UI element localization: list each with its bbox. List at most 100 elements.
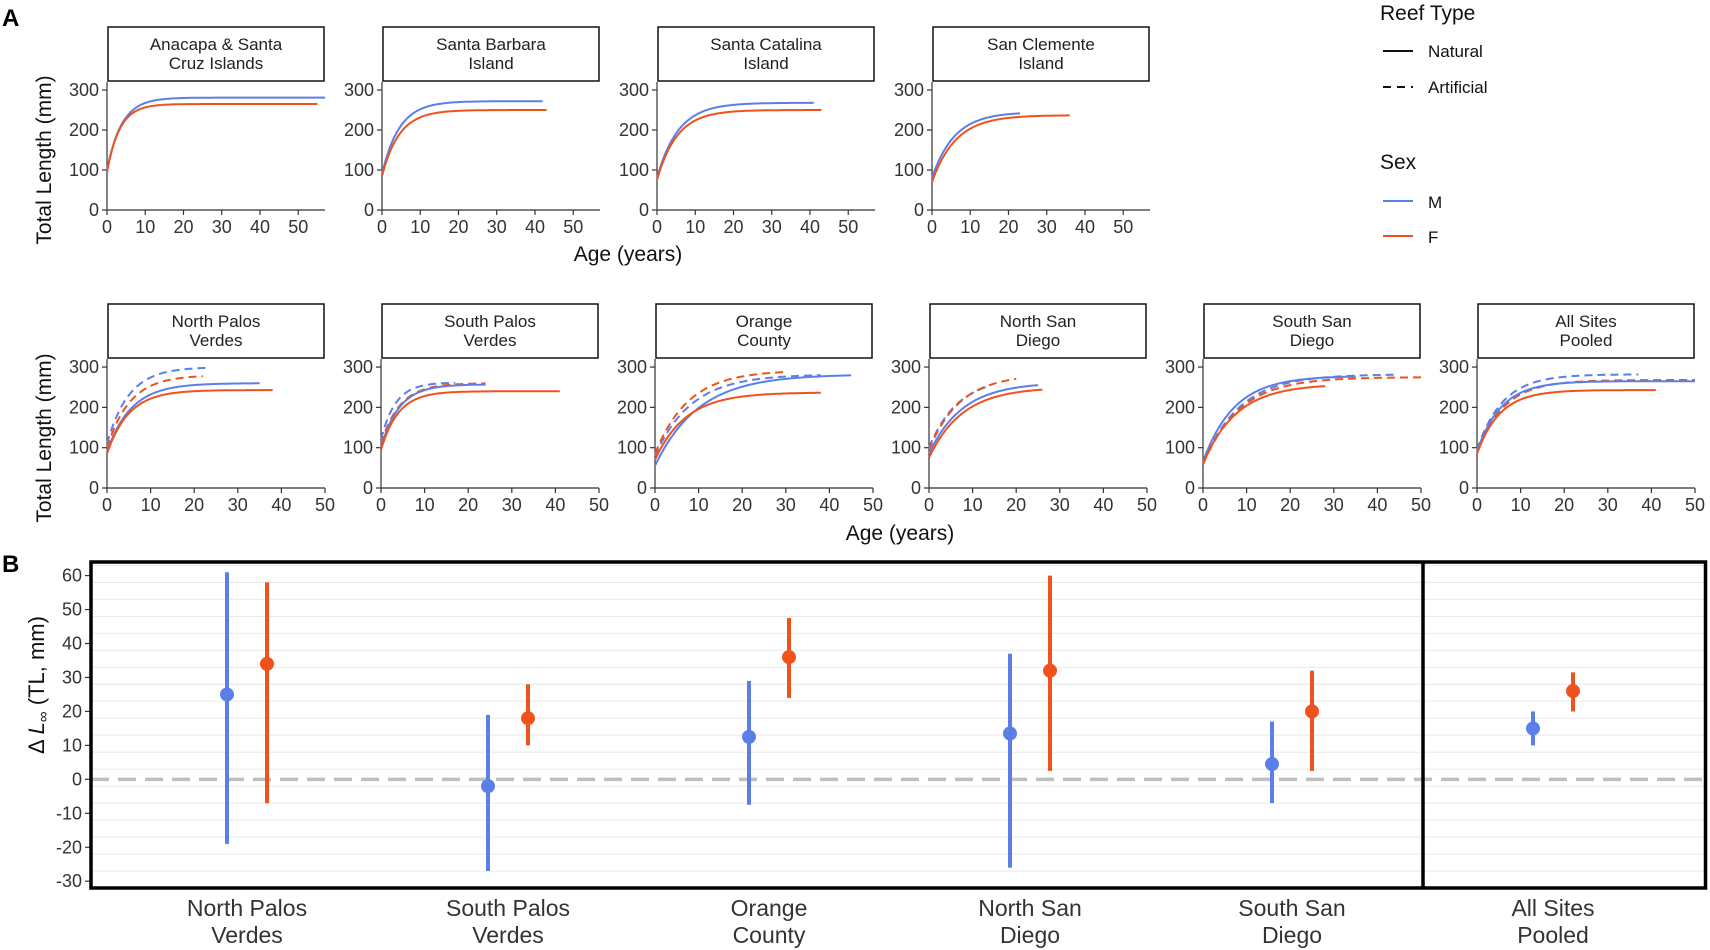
b-x-label-all-sites-pooled-line-1: All Sites xyxy=(1511,895,1594,921)
facet-all-sites-pooled-curve-f-artificial xyxy=(1476,379,1695,453)
facet-santa-barbara-island-x-tick-label: 40 xyxy=(525,217,545,237)
facet-orange-county-y-tick-label: 0 xyxy=(637,478,647,498)
facet-south-san-diego-x-tick-label: 0 xyxy=(1198,495,1208,515)
facet-santa-barbara-island-curve-f-natural xyxy=(381,109,547,177)
panel-b-label: B xyxy=(2,551,19,578)
facet-all-sites-pooled-x-tick-label: 40 xyxy=(1641,495,1661,515)
facet-north-san-diego-x-tick-label: 10 xyxy=(963,495,983,515)
facet-all-sites-pooled-x-tick-label: 20 xyxy=(1554,495,1574,515)
facet-north-palos-verdes-y-tick-label: 0 xyxy=(89,478,99,498)
facet-north-san-diego-y-tick-label: 100 xyxy=(891,438,921,458)
facet-south-palos-verdes-y-tick-label: 0 xyxy=(363,478,373,498)
b-x-label-north-palos-verdes-line-2: Verdes xyxy=(211,922,283,948)
facet-north-san-diego-curve-f-natural xyxy=(928,388,1043,459)
facet-all-sites-pooled-curve-f-natural xyxy=(1476,389,1656,455)
facet-santa-catalina-island-curve-f-natural xyxy=(656,109,822,181)
row2-y-axis-title: Total Length (mm) xyxy=(33,353,56,522)
facet-south-palos-verdes-strip-label-line-1: South Palos xyxy=(444,312,536,331)
facet-san-clemente-island-x-tick-label: 10 xyxy=(960,217,980,237)
point-orange-county-m xyxy=(742,729,756,744)
facet-south-san-diego-strip-label-line-1: South San xyxy=(1272,312,1351,331)
facet-san-clemente-island-y-tick-label: 100 xyxy=(894,160,924,180)
facet-san-clemente-island-x-tick-label: 0 xyxy=(927,217,937,237)
facet-south-san-diego-strip xyxy=(1203,303,1421,359)
facet-san-clemente-island-y-tick-label: 200 xyxy=(894,120,924,140)
facet-orange-county-x-tick-label: 20 xyxy=(732,495,752,515)
facet-santa-barbara-island-x-tick-label: 0 xyxy=(377,217,387,237)
facet-south-palos-verdes-x-tick-label: 40 xyxy=(545,495,565,515)
facet-north-san-diego-curve-m-natural xyxy=(928,384,1039,455)
facet-santa-barbara-island-strip-label-line-1: Santa Barbara xyxy=(436,35,546,54)
facet-all-sites-pooled-curve-m-natural xyxy=(1476,380,1695,453)
facet-santa-barbara-island-y-tick-label: 100 xyxy=(344,160,374,180)
facet-north-palos-verdes-x-tick-label: 40 xyxy=(271,495,291,515)
facet-north-palos-verdes-x-tick-label: 50 xyxy=(315,495,335,515)
facet-santa-catalina-island-curve-m-natural xyxy=(656,101,814,179)
facet-santa-catalina-island-y-tick-label: 100 xyxy=(619,160,649,180)
b-y-tick-label: 10 xyxy=(62,735,82,755)
facet-north-palos-verdes-y-tick-label: 200 xyxy=(69,397,99,417)
facet-santa-catalina-island-x-tick-label: 30 xyxy=(762,217,782,237)
b-y-tick-label: -10 xyxy=(56,803,82,823)
b-x-label-north-san-diego-line-1: North San xyxy=(978,895,1082,921)
facet-anacapa-santa-cruz-islands-strip-label-line-2: Cruz Islands xyxy=(169,54,263,73)
facet-south-san-diego-x-tick-label: 10 xyxy=(1237,495,1257,515)
facet-orange-county-curve-f-natural xyxy=(654,391,821,461)
facet-san-clemente-island-y-tick-label: 0 xyxy=(914,200,924,220)
b-x-label-south-san-diego-line-2: Diego xyxy=(1262,922,1322,948)
legend-reef-type-title: Reef Type xyxy=(1380,2,1475,25)
facet-south-san-diego-curve-f-natural xyxy=(1202,385,1326,465)
facet-south-palos-verdes-strip-label-line-2: Verdes xyxy=(464,331,517,350)
facet-anacapa-santa-cruz-islands-x-tick-label: 50 xyxy=(288,217,308,237)
b-x-label-south-san-diego-line-1: South San xyxy=(1238,895,1345,921)
facet-santa-barbara-island-y-tick-label: 200 xyxy=(344,120,374,140)
facet-north-san-diego-x-tick-label: 30 xyxy=(1050,495,1070,515)
facet-santa-catalina-island-x-tick-label: 0 xyxy=(652,217,662,237)
b-y-tick-label: 50 xyxy=(62,600,82,620)
row2-x-axis-title: Age (years) xyxy=(846,522,955,545)
facet-south-san-diego-curve-m-natural xyxy=(1202,375,1356,463)
facet-santa-catalina-island-strip-label-line-2: Island xyxy=(743,54,788,73)
facet-santa-barbara-island-y-tick-label: 300 xyxy=(344,80,374,100)
facet-all-sites-pooled-strip-label-line-2: Pooled xyxy=(1560,331,1613,350)
facet-santa-catalina-island-x-tick-label: 10 xyxy=(685,217,705,237)
b-x-label-orange-county-line-1: Orange xyxy=(731,895,808,921)
facet-anacapa-santa-cruz-islands-y-tick-label: 100 xyxy=(69,160,99,180)
facet-all-sites-pooled-y-tick-label: 300 xyxy=(1439,357,1469,377)
facet-anacapa-santa-cruz-islands-strip xyxy=(107,26,325,82)
facet-north-san-diego-y-tick-label: 300 xyxy=(891,357,921,377)
facet-anacapa-santa-cruz-islands-curve-m-natural xyxy=(106,96,325,171)
facet-all-sites-pooled-strip-label-line-1: All Sites xyxy=(1555,312,1616,331)
row1-y-axis-title: Total Length (mm) xyxy=(33,75,56,244)
facet-santa-barbara-island-strip-label-line-2: Island xyxy=(468,54,513,73)
facet-santa-barbara-island-y-tick-label: 0 xyxy=(364,200,374,220)
facet-south-san-diego-curve-f-artificial xyxy=(1202,376,1421,465)
facet-north-palos-verdes-strip-label-line-2: Verdes xyxy=(190,331,243,350)
facet-santa-barbara-island-strip xyxy=(382,26,600,82)
facet-north-palos-verdes-strip xyxy=(107,303,325,359)
facet-anacapa-santa-cruz-islands-x-tick-label: 40 xyxy=(250,217,270,237)
b-y-tick-label: 30 xyxy=(62,667,82,687)
facet-san-clemente-island-strip-label-line-1: San Clemente xyxy=(987,35,1095,54)
legend-artificial-label: Artificial xyxy=(1428,78,1488,97)
facet-north-san-diego-curve-f-artificial xyxy=(928,377,1017,451)
b-x-label-north-palos-verdes-line-1: North Palos xyxy=(187,895,307,921)
row1-x-axis-title: Age (years) xyxy=(574,243,683,266)
legend-female-label: F xyxy=(1428,228,1438,247)
point-all-sites-pooled-f xyxy=(1566,684,1580,699)
facet-south-palos-verdes-x-tick-label: 20 xyxy=(458,495,478,515)
facet-orange-county-x-tick-label: 10 xyxy=(689,495,709,515)
facet-anacapa-santa-cruz-islands-x-tick-label: 0 xyxy=(102,217,112,237)
b-y-tick-label: -30 xyxy=(56,871,82,891)
facet-south-palos-verdes-curve-f-natural xyxy=(380,390,560,450)
panel-b-y-axis-title: Δ L∞ (TL, mm) xyxy=(24,616,52,754)
facet-santa-barbara-island-x-tick-label: 50 xyxy=(563,217,583,237)
b-y-tick-label: 20 xyxy=(62,701,82,721)
point-south-palos-verdes-m xyxy=(481,779,495,794)
facet-north-san-diego-strip-label-line-1: North San xyxy=(1000,312,1077,331)
facet-south-san-diego-x-tick-label: 40 xyxy=(1367,495,1387,515)
